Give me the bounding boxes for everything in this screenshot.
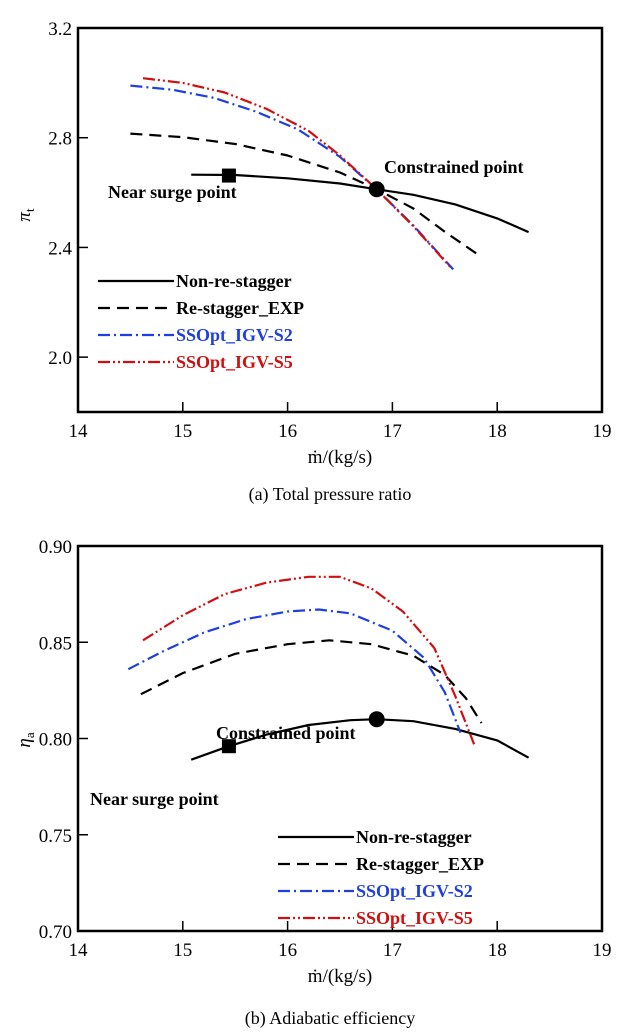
svg-text:ηa: ηa [14, 732, 37, 747]
x-tick-label: 15 [173, 421, 192, 442]
x-axis-ticks-b: 14 15 16 17 18 19 [69, 921, 612, 961]
near-surge-label-a: Near surge point [108, 182, 237, 202]
x-tick-label: 14 [69, 421, 89, 442]
legend-b: Non-re-stagger Re-stagger_EXP SSOpt_IGV-S2… [278, 827, 484, 928]
marker-group-b [221, 711, 385, 754]
x-tick-label: 19 [593, 940, 612, 961]
x-tick-label: 16 [278, 940, 297, 961]
x-axis-label-b: ṁ/(kg/s) [308, 966, 372, 987]
x-tick-label: 19 [593, 421, 612, 442]
y-tick-label: 2.0 [48, 348, 72, 369]
y-axis-label-a: πt [14, 208, 37, 222]
series-line-ssopt-igv-s2 [130, 84, 455, 271]
y-tick-label: 2.8 [48, 129, 72, 150]
y-axis-label-b: ηa [14, 732, 37, 747]
panel-adiabatic-efficiency: 14 15 16 17 18 19 0.70 0.75 0.80 0.85 0.90 Near s… [14, 537, 612, 1029]
x-tick-label: 18 [488, 940, 507, 961]
y-tick-label: 0.75 [39, 826, 72, 847]
y-axis-ticks-a: 2.0 2.4 2.8 3.2 [48, 19, 88, 369]
legend-label: Re-stagger_EXP [176, 298, 304, 318]
legend-label: SSOpt_IGV-S2 [176, 325, 293, 345]
constrained-point-marker [368, 711, 385, 728]
y-tick-label: 0.80 [39, 730, 72, 751]
x-axis-label-a: ṁ/(kg/s) [308, 447, 372, 468]
series-line-ssopt-igv-s5 [142, 575, 476, 745]
legend-a: Non-re-stagger Re-stagger_EXP SSOpt_IGV-S2… [98, 271, 304, 372]
marker-group-a [221, 168, 385, 198]
y-tick-label: 0.70 [39, 922, 72, 943]
constrained-label-a: Constrained point [384, 157, 524, 177]
series-line-re-stagger-exp [130, 132, 483, 258]
near-surge-marker [221, 739, 236, 754]
near-surge-marker [221, 168, 236, 183]
x-tick-label: 17 [383, 421, 402, 442]
y-tick-label: 0.85 [39, 633, 72, 654]
series-line-re-stagger-exp [140, 639, 483, 724]
near-surge-label-b: Near surge point [90, 789, 219, 809]
series-line-ssopt-igv-s2 [127, 608, 462, 734]
legend-label: Re-stagger_EXP [356, 854, 484, 874]
series-line-ssopt-igv-s5 [142, 77, 451, 268]
legend-label: SSOpt_IGV-S5 [356, 908, 473, 928]
y-axis-symbol-a: π [14, 212, 35, 222]
caption-b: (b) Adiabatic efficiency [245, 1008, 416, 1029]
y-axis-ticks-b: 0.70 0.75 0.80 0.85 0.90 [39, 537, 88, 943]
legend-label: Non-re-stagger [356, 827, 472, 847]
y-tick-label: 3.2 [48, 19, 72, 40]
x-tick-label: 14 [69, 940, 89, 961]
x-tick-label: 16 [278, 421, 297, 442]
series-line-non-re-stagger [191, 173, 530, 234]
legend-label: SSOpt_IGV-S2 [356, 881, 473, 901]
x-tick-label: 17 [383, 940, 402, 961]
series-line-non-re-stagger [190, 718, 530, 761]
y-tick-label: 2.4 [48, 238, 72, 259]
legend-label: Non-re-stagger [176, 271, 292, 291]
series-group-b [127, 575, 530, 761]
panel-total-pressure-ratio: 14 15 16 17 18 19 2.0 2.4 2.8 3.2 Near surge poi… [14, 19, 612, 505]
x-axis-ticks-a: 14 15 16 17 18 19 [69, 402, 612, 442]
y-axis-subscript-a: t [22, 208, 37, 212]
x-tick-label: 15 [173, 940, 192, 961]
legend-label: SSOpt_IGV-S5 [176, 352, 293, 372]
x-tick-label: 18 [488, 421, 507, 442]
svg-text:πt: πt [14, 208, 37, 222]
constrained-label-b: Constrained point [216, 723, 356, 743]
y-axis-symbol-b: η [14, 738, 35, 747]
constrained-point-marker [368, 181, 385, 198]
y-tick-label: 0.90 [39, 537, 72, 558]
plot-frame-a [76, 26, 604, 414]
y-axis-subscript-b: a [22, 732, 37, 738]
caption-a: (a) Total pressure ratio [249, 484, 412, 505]
